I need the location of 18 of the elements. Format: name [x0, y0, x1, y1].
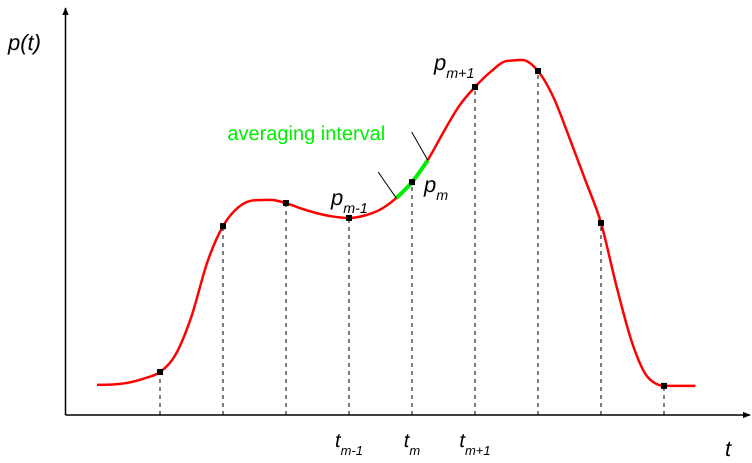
point — [472, 84, 478, 90]
point — [661, 382, 667, 389]
x-axis-title: t — [724, 436, 732, 461]
x-tick-label: t$_{m}$ — [404, 430, 420, 458]
x-tick-label: t$_{m+1}$ — [459, 430, 491, 458]
point — [409, 179, 415, 186]
point — [346, 214, 352, 221]
point — [157, 369, 163, 376]
point — [598, 220, 604, 226]
annotation: p$_{m}$ — [423, 172, 448, 204]
y-axis-title: p(t) — [7, 30, 41, 55]
point — [283, 200, 289, 206]
text: averaging interval — [227, 123, 386, 146]
x-tick-label: t$_{m-1}$ — [335, 430, 363, 458]
point — [220, 223, 226, 230]
annotation: p$_{m-1}$ — [330, 184, 368, 217]
annotation: p$_{m+1}$ — [433, 50, 474, 82]
point — [535, 68, 541, 74]
